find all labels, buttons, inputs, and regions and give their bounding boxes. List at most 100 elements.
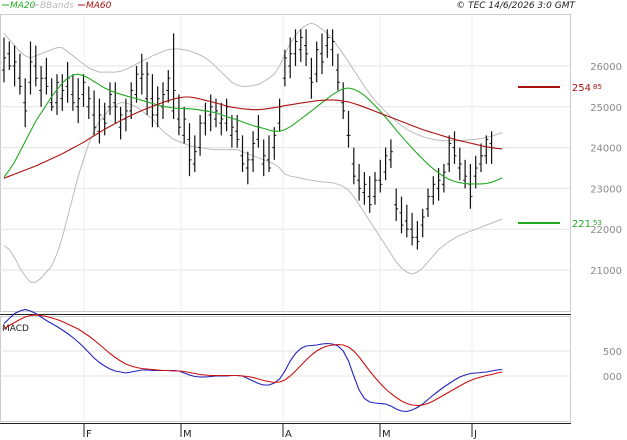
- ohlc-bar: [245, 151, 250, 185]
- ohlc-bar: [23, 78, 28, 128]
- ohlc-bar: [325, 29, 330, 58]
- ohlc-bar: [357, 163, 362, 201]
- last-value-markers: 254 85 221 53: [518, 83, 602, 230]
- ohlc-bar: [367, 176, 372, 213]
- ohlc-bar: [17, 53, 22, 95]
- ohlc-bar: [304, 29, 309, 66]
- ma60-line: [3, 96, 503, 179]
- ohlc-bar: [224, 98, 229, 132]
- macd-axis: 000 500: [603, 347, 622, 383]
- ohlc-bar: [113, 82, 118, 124]
- ohlc-bar: [441, 163, 446, 193]
- ohlc-bar: [33, 45, 38, 87]
- ohlc-bar: [404, 204, 409, 238]
- ohlc-bar: [293, 29, 298, 66]
- price-tick-label: 22000: [590, 225, 622, 236]
- ohlc-bar: [251, 131, 256, 173]
- ohlc-bar: [65, 61, 70, 103]
- ohlc-bar: [277, 98, 282, 132]
- ohlc-bar: [102, 102, 107, 136]
- ohlc-bar: [192, 135, 197, 173]
- ohlc-bar: [373, 172, 377, 205]
- ohlc-bar: [447, 135, 452, 173]
- ohlc-bar: [134, 66, 139, 103]
- ohlc-bar: [39, 66, 44, 107]
- price-axis: 21000 22000 23000 24000 25000 26000: [590, 62, 622, 277]
- ohlc-bar: [92, 90, 97, 136]
- price-tick-label: 24000: [590, 144, 622, 155]
- ohlc-bar: [452, 131, 457, 164]
- ohlc-bar: [426, 188, 430, 217]
- ohlc-bar: [55, 74, 59, 115]
- ohlc-bar: [320, 33, 324, 75]
- macd-tick-label: 000: [603, 372, 622, 383]
- ohlc-bar: [362, 172, 367, 205]
- ohlc-bar: [229, 114, 234, 148]
- ohlc-bar: [383, 147, 388, 181]
- ohlc-bar: [49, 78, 54, 111]
- ohlc-bar: [208, 94, 213, 132]
- month-label: M: [183, 429, 192, 440]
- ohlc-bar: [346, 110, 351, 148]
- ohlc-bar: [203, 102, 208, 136]
- ohlc-bar: [70, 74, 75, 111]
- macd-line: [3, 308, 503, 413]
- ohlc-bar: [267, 135, 271, 173]
- month-label: A: [285, 429, 292, 440]
- ohlc-bar: [431, 176, 436, 205]
- ohlc-bar: [139, 53, 144, 95]
- ohlc-bar: [198, 114, 203, 156]
- ma20-line: [3, 73, 503, 185]
- ohlc-bar: [161, 82, 165, 120]
- ohlc-bar: [399, 196, 404, 234]
- ohlc-bar: [388, 139, 393, 168]
- ohlc-bar: [97, 98, 102, 144]
- price-tick-label: 25000: [590, 103, 622, 114]
- candles: [2, 29, 494, 250]
- ohlc-bar: [108, 82, 112, 115]
- ohlc-bar: [420, 208, 425, 238]
- macd-tick-label: 500: [603, 347, 622, 358]
- price-tick-label: 23000: [590, 184, 622, 195]
- price-panel-frame: [0, 14, 571, 312]
- ohlc-bar: [187, 123, 192, 177]
- ohlc-bar: [171, 33, 176, 120]
- price-panel: 21000 22000 23000 24000 25000 26000 254 85 221 5…: [0, 14, 622, 312]
- last-value-dec-ma60: 85: [593, 83, 602, 91]
- ohlc-bar: [219, 102, 224, 136]
- ohlc-bar: [309, 57, 314, 99]
- ohlc-bar: [7, 41, 12, 71]
- ohlc-bar: [129, 82, 134, 120]
- macd-grid: [0, 317, 570, 421]
- ohlc-bar: [86, 86, 91, 120]
- ohlc-bar: [473, 155, 478, 189]
- ohlc-bar: [330, 29, 335, 66]
- macd-panel-frame: [0, 316, 571, 422]
- macd-lines: [3, 308, 503, 413]
- ohlc-bar: [28, 41, 33, 95]
- last-value-int-ma60: 254: [572, 83, 591, 94]
- ohlc-bar: [81, 74, 86, 107]
- price-tick-label: 26000: [590, 62, 622, 73]
- legend-ma60: MA60: [86, 1, 112, 11]
- ohlc-bar: [272, 127, 277, 160]
- ohlc-bar: [2, 37, 6, 83]
- ohlc-bar: [60, 74, 65, 111]
- ohlc-bar: [145, 61, 150, 115]
- ohlc-bar: [378, 159, 383, 193]
- ohlc-bar: [410, 212, 415, 246]
- last-value-int-ma20: 221: [572, 219, 591, 230]
- ohlc-bar: [256, 114, 261, 148]
- price-tick-label: 21000: [590, 266, 622, 277]
- month-label: M: [382, 429, 391, 440]
- ohlc-bar: [298, 29, 303, 62]
- legend-ma20: MA20: [10, 1, 36, 11]
- copyright-text: © TEC 14/6/2026 3:0 GMT: [456, 1, 576, 11]
- ohlc-bar: [182, 106, 187, 144]
- ohlc-bar: [288, 37, 293, 79]
- ohlc-bar: [155, 86, 160, 128]
- ohlc-bar: [176, 94, 181, 136]
- signal-line: [3, 314, 503, 407]
